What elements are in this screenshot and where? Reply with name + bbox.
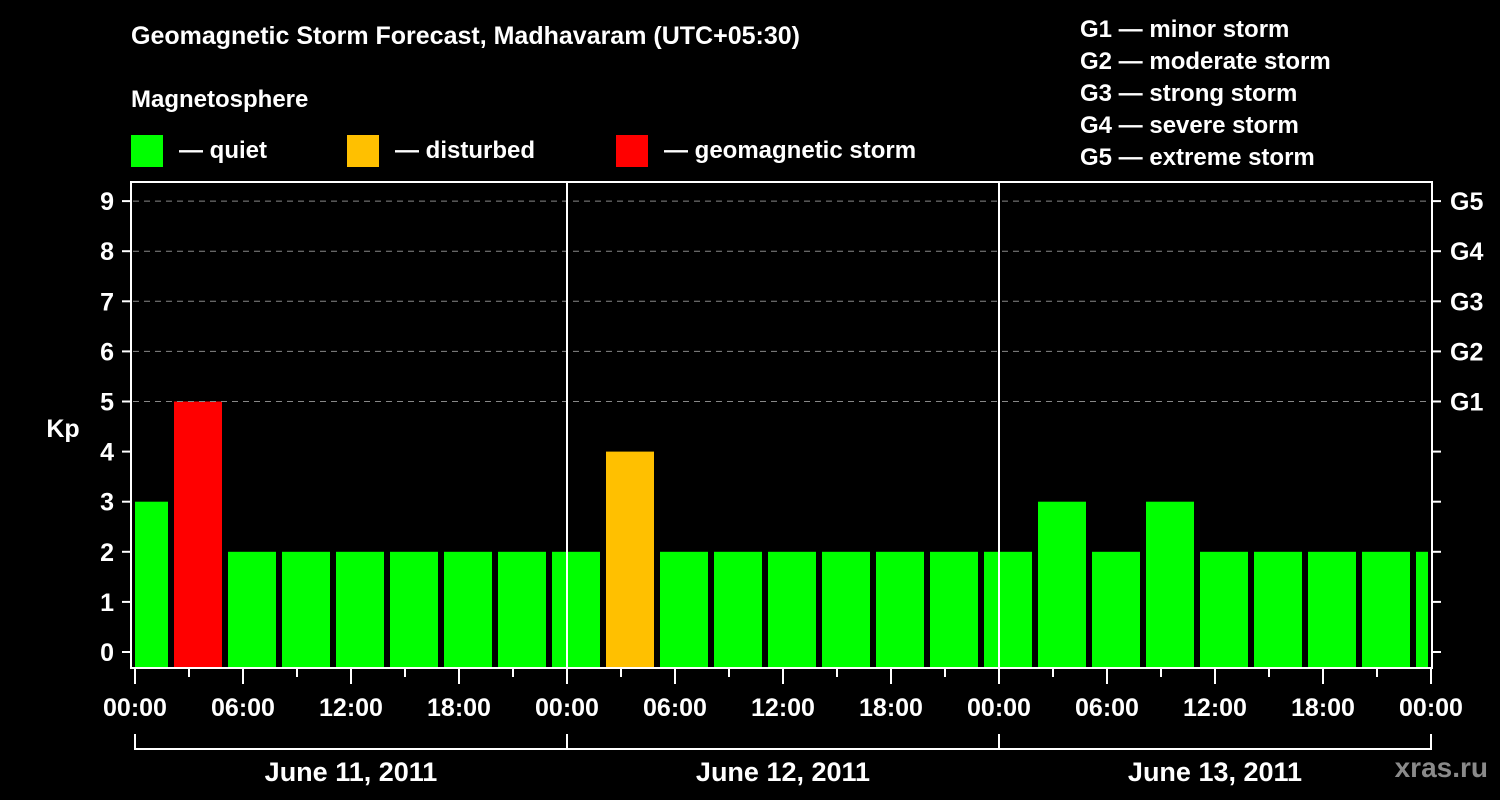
kp-bar <box>1146 501 1194 667</box>
y-tick-label: 4 <box>100 439 114 467</box>
kp-bar <box>1254 551 1302 667</box>
kp-bar <box>876 551 924 667</box>
y-tick-label: 7 <box>100 288 114 316</box>
kp-bar <box>282 551 330 667</box>
x-tick-label: 00:00 <box>103 694 167 722</box>
y-axis-label: Kp <box>46 415 79 443</box>
y-tick-label: 8 <box>100 238 114 266</box>
x-tick-label: 18:00 <box>427 694 491 722</box>
x-tick-label: 12:00 <box>319 694 383 722</box>
x-tick-label: 12:00 <box>751 694 815 722</box>
legend-title: Magnetosphere <box>131 86 309 113</box>
y-tick-label: 9 <box>100 188 114 216</box>
x-tick-label: 18:00 <box>1291 694 1355 722</box>
kp-bar <box>174 401 222 667</box>
day-label: June 13, 2011 <box>1128 757 1302 787</box>
bars <box>135 401 1428 667</box>
legend-label: — quiet <box>179 137 267 164</box>
kp-bar <box>768 551 816 667</box>
y-tick-label: 6 <box>100 338 114 366</box>
kp-bar <box>1038 501 1086 667</box>
quiet-swatch <box>131 135 163 167</box>
g-level-3: G3 — strong storm <box>1080 80 1298 107</box>
g-scale-label: G1 <box>1450 389 1483 417</box>
x-tick-label: 00:00 <box>1399 694 1463 722</box>
legend-item-storm: — geomagnetic storm <box>616 134 916 168</box>
g-level-5: G5 — extreme storm <box>1080 144 1315 171</box>
x-tick-label: 12:00 <box>1183 694 1247 722</box>
kp-bar <box>228 551 276 667</box>
kp-bar <box>1362 551 1410 667</box>
y-tick-label: 1 <box>100 589 114 617</box>
kp-bar <box>336 551 384 667</box>
kp-bar <box>444 551 492 667</box>
x-tick-label: 06:00 <box>211 694 275 722</box>
watermark: xras.ru <box>1394 752 1488 783</box>
kp-bar <box>1308 551 1356 667</box>
kp-bar <box>498 551 546 667</box>
legend-item-disturbed: — disturbed <box>347 134 535 168</box>
g-level-1: G1 — minor storm <box>1080 16 1290 43</box>
x-tick-label: 06:00 <box>1075 694 1139 722</box>
g-scale-label: G4 <box>1450 238 1483 266</box>
day-label: June 11, 2011 <box>265 757 438 787</box>
x-tick-label: 00:00 <box>967 694 1031 722</box>
x-tick-label: 18:00 <box>859 694 923 722</box>
kp-bar <box>822 551 870 667</box>
legend-item-quiet: — quiet <box>131 134 267 168</box>
kp-bar <box>390 551 438 667</box>
x-tick-label: 06:00 <box>643 694 707 722</box>
kp-bar <box>552 551 600 667</box>
day-bracket <box>134 734 1432 750</box>
kp-bar <box>606 451 654 667</box>
g-scale-label: G2 <box>1450 338 1483 366</box>
chart-title: Geomagnetic Storm Forecast, Madhavaram (… <box>131 22 800 50</box>
y-tick-label: 2 <box>100 539 114 567</box>
g-scale-legend: G1 — minor storm G2 — moderate storm G3 … <box>1080 14 1331 174</box>
kp-bar <box>930 551 978 667</box>
kp-bar <box>1200 551 1248 667</box>
y-tick-label: 3 <box>100 489 114 517</box>
g-scale-label: G3 <box>1450 288 1483 316</box>
disturbed-swatch <box>347 135 379 167</box>
kp-bar <box>135 501 168 667</box>
plot-frame <box>130 181 1433 669</box>
y-tick-label: 5 <box>100 389 114 417</box>
kp-bar <box>1416 551 1428 667</box>
kp-bar <box>1092 551 1140 667</box>
kp-bar <box>714 551 762 667</box>
g-scale-label: G5 <box>1450 188 1483 216</box>
y-tick-label: 0 <box>100 639 114 667</box>
kp-bar <box>660 551 708 667</box>
storm-swatch <box>616 135 648 167</box>
day-label: June 12, 2011 <box>696 757 870 787</box>
legend-label: — geomagnetic storm <box>664 137 917 164</box>
x-tick-label: 00:00 <box>535 694 599 722</box>
g-level-2: G2 — moderate storm <box>1080 48 1331 75</box>
kp-bar <box>984 551 1032 667</box>
g-level-4: G4 — severe storm <box>1080 112 1299 139</box>
legend-label: — disturbed <box>395 137 536 164</box>
